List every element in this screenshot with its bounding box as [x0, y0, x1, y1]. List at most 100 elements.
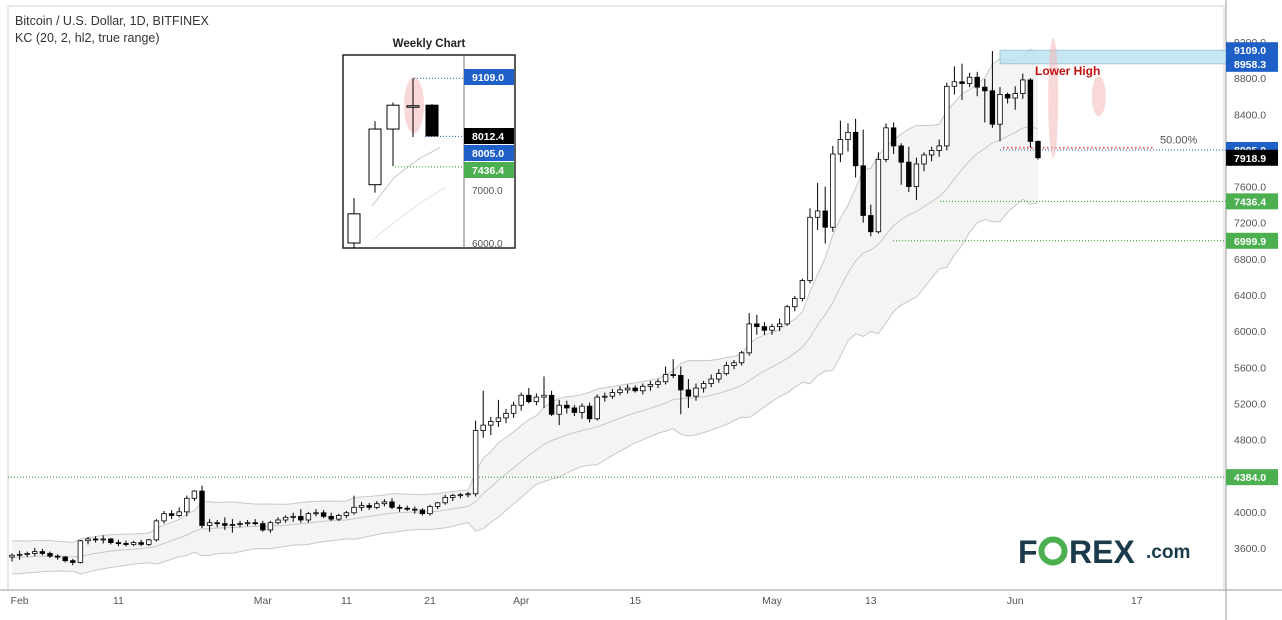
candle-up: [442, 496, 448, 504]
price-tag: [1226, 55, 1278, 72]
candle-down: [260, 523, 266, 531]
highlight-ellipse-high: [1048, 38, 1059, 159]
weekly-title: Weekly Chart: [393, 38, 466, 50]
candle-down: [214, 522, 220, 525]
candle-up: [32, 551, 38, 554]
candle-down: [860, 165, 866, 216]
candle-up: [206, 522, 213, 526]
candle-up: [723, 365, 730, 375]
candle-up: [457, 494, 464, 497]
candle-down: [1035, 140, 1041, 159]
candle-up: [594, 396, 600, 420]
fib-50-label: 50.00%: [1160, 135, 1198, 147]
candle-up: [488, 421, 494, 426]
candle-up: [944, 85, 950, 147]
candle-up: [655, 381, 661, 385]
candle-down: [906, 161, 912, 187]
weekly-highlight-ellipse: [404, 77, 424, 134]
candle-down: [419, 509, 426, 515]
candle-up: [161, 513, 167, 522]
candle-up: [533, 396, 540, 403]
x-tick-label: 13: [865, 595, 877, 607]
candle-up: [951, 81, 958, 87]
candle-down: [974, 76, 980, 88]
candle-down: [222, 523, 228, 526]
candle-up: [100, 538, 106, 541]
x-tick-label: Feb: [11, 595, 29, 607]
candle-down: [168, 513, 175, 516]
candle-down: [670, 374, 676, 376]
y-tick-label: 5200.0: [1234, 398, 1266, 410]
candle-up: [343, 512, 350, 516]
candle-up: [1012, 93, 1018, 99]
weekly-keltner-lower: [371, 186, 446, 241]
candle-down: [526, 394, 532, 403]
candle-up: [465, 493, 471, 496]
logo-letter-f: F: [1018, 534, 1038, 570]
candle-down: [252, 522, 258, 525]
weekly-candle-up: [406, 105, 420, 108]
candle-down: [822, 210, 828, 228]
candle-down: [123, 543, 129, 545]
candle-up: [799, 280, 806, 300]
candle-up: [693, 387, 699, 397]
candle-up: [731, 362, 737, 366]
price-tag-label: 6999.9: [1234, 236, 1266, 248]
candle-up: [716, 373, 722, 380]
candle-up: [510, 404, 517, 414]
x-tick-label: Jun: [1007, 595, 1024, 607]
candle-down: [1004, 94, 1011, 99]
y-tick-label: 7200.0: [1234, 218, 1266, 230]
candle-down: [754, 323, 760, 328]
candle-up: [358, 505, 365, 508]
candle-up: [936, 145, 942, 151]
candle-down: [320, 512, 327, 517]
candle-up: [374, 503, 380, 508]
y-tick-label: 8400.0: [1234, 109, 1266, 121]
candle-up: [1020, 79, 1026, 94]
candle-up: [503, 412, 509, 419]
price-tag: [1226, 193, 1278, 210]
candle-up: [275, 519, 281, 524]
price-tag: [1226, 232, 1278, 249]
candle-down: [54, 555, 61, 558]
candle-up: [579, 405, 585, 413]
y-tick-label: 7600.0: [1234, 182, 1266, 194]
candle-up: [921, 154, 927, 165]
candle-down: [1027, 79, 1034, 142]
weekly-price-tag-label: 8012.4: [472, 131, 504, 143]
candle-down: [199, 490, 205, 526]
candle-up: [997, 94, 1003, 125]
candle-up: [624, 387, 631, 391]
price-tag-label: 9109.0: [1234, 45, 1266, 57]
candle-down: [868, 215, 874, 233]
weekly-price-tag-label: 7436.4: [472, 165, 504, 177]
candle-up: [24, 553, 30, 555]
indicator-label: KC (20, 2, hl2, true range): [15, 31, 160, 45]
candle-up: [609, 392, 616, 397]
lower-high-annotation: Lower High: [1035, 64, 1100, 78]
candle-up: [85, 538, 91, 542]
candle-down: [989, 90, 996, 125]
candle-down: [328, 515, 334, 520]
logo-letters-rex: REX: [1069, 534, 1135, 570]
candle-up: [305, 513, 312, 521]
candle-up: [313, 512, 319, 515]
x-tick-label: May: [762, 595, 783, 607]
candle-up: [153, 520, 160, 541]
candle-down: [571, 407, 578, 413]
weekly-candle-up: [347, 213, 361, 244]
candle-down: [92, 538, 99, 541]
weekly-price-tag: [464, 162, 514, 178]
forex-logo: FOREX.com: [1018, 534, 1190, 570]
weekly-keltner-line: [371, 147, 441, 207]
candle-up: [518, 394, 524, 406]
x-tick-label: Mar: [254, 595, 273, 607]
candle-up: [966, 76, 973, 84]
y-tick-label: 6400.0: [1234, 290, 1266, 302]
candle-up: [336, 515, 342, 520]
keltner-band-fill: [12, 49, 1038, 574]
candle-up: [845, 131, 851, 140]
